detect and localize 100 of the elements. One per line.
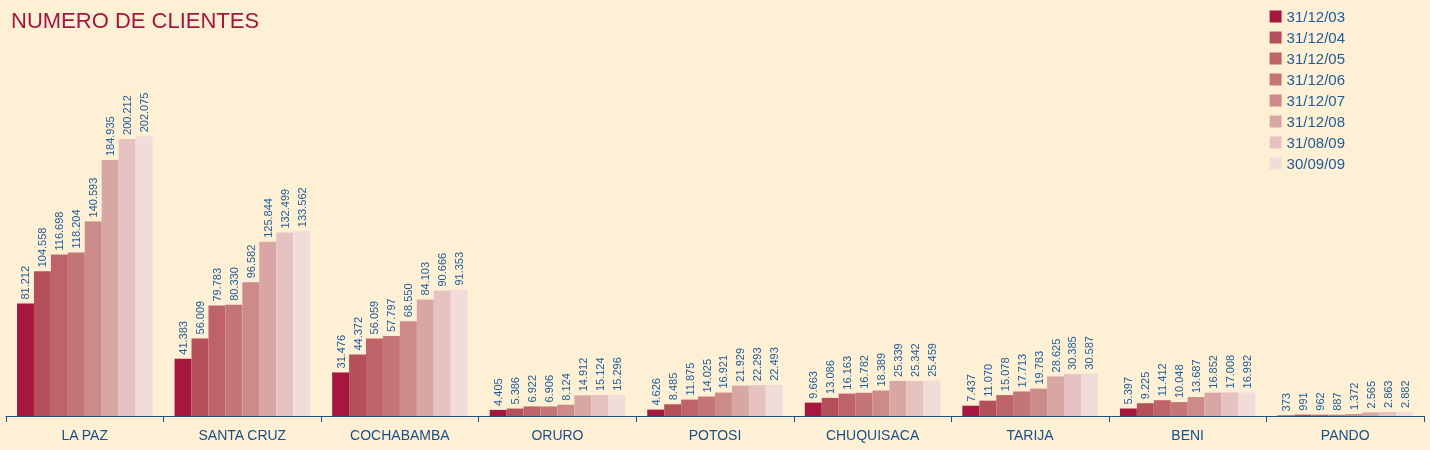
data-label: 13.687 — [1190, 359, 1203, 394]
data-label: 18.389 — [875, 352, 888, 387]
data-label: 28.625 — [1049, 338, 1062, 373]
bar — [574, 395, 592, 416]
bar — [821, 397, 839, 416]
data-label: 31.476 — [334, 334, 347, 369]
legend-label: 31/12/05 — [1286, 50, 1345, 67]
data-label: 17.713 — [1015, 353, 1028, 388]
data-label: 41.383 — [177, 321, 190, 355]
data-label: 16.992 — [1240, 354, 1253, 389]
data-label: 11.875 — [683, 362, 696, 396]
data-label: 90.666 — [436, 252, 449, 287]
data-label: 17.008 — [1224, 354, 1237, 389]
x-tick-label: CHUQUISACA — [825, 427, 920, 443]
data-label: 13.086 — [824, 360, 837, 394]
data-label: 9.663 — [807, 371, 820, 399]
bar — [191, 338, 209, 416]
bar — [208, 305, 226, 416]
bar — [399, 321, 417, 416]
bar — [923, 380, 941, 416]
bar — [889, 380, 907, 416]
data-label: 5.386 — [509, 377, 522, 405]
bar — [225, 304, 243, 416]
data-label: 118.204 — [70, 209, 83, 249]
bar — [872, 390, 890, 416]
bar — [450, 289, 468, 416]
bar — [557, 404, 575, 416]
bar — [242, 282, 260, 416]
bar — [366, 338, 383, 416]
bar — [1030, 388, 1048, 416]
data-label: 1.372 — [1347, 382, 1360, 411]
bar — [962, 405, 980, 416]
bar — [382, 336, 400, 416]
bar — [1136, 403, 1154, 416]
bar — [293, 231, 311, 416]
data-label: 9.225 — [1139, 371, 1152, 400]
bar — [1187, 397, 1205, 416]
bar — [17, 303, 34, 416]
x-tick-label: POTOSI — [688, 427, 742, 443]
bar — [84, 221, 102, 416]
chart-title: NUMERO DE CLIENTES — [11, 7, 260, 33]
bar — [135, 136, 153, 416]
bar — [1119, 408, 1137, 416]
data-label: 16.852 — [1207, 355, 1220, 389]
bar — [1153, 400, 1171, 416]
data-label: 44.372 — [351, 316, 364, 351]
data-label: 11.412 — [1156, 363, 1169, 397]
bar — [174, 358, 192, 416]
data-label: 10.048 — [1173, 364, 1186, 399]
data-label: 116.698 — [53, 211, 66, 251]
bar — [67, 252, 85, 416]
data-label: 16.782 — [858, 355, 871, 389]
bar — [50, 254, 68, 416]
data-label: 125.844 — [261, 198, 274, 238]
data-label: 56.059 — [368, 300, 381, 335]
data-label: 133.562 — [295, 187, 308, 228]
bar — [715, 392, 732, 416]
data-label: 16.921 — [717, 354, 730, 389]
bar — [731, 385, 749, 416]
data-label: 2.882 — [1398, 380, 1411, 409]
bar — [591, 395, 609, 416]
data-label: 80.330 — [227, 267, 240, 301]
data-label: 22.493 — [768, 347, 781, 381]
bar — [489, 409, 507, 416]
bar — [1379, 412, 1397, 416]
bar — [1396, 412, 1413, 416]
bar — [681, 399, 699, 416]
data-label: 96.582 — [244, 244, 257, 279]
data-label: 5.397 — [1122, 377, 1135, 405]
data-label: 68.550 — [402, 283, 415, 318]
bar — [979, 400, 997, 416]
x-tick-label: PANDO — [1320, 427, 1370, 443]
data-label: 15.296 — [610, 357, 623, 391]
bar — [1170, 402, 1188, 416]
bar — [1080, 373, 1098, 416]
bar — [540, 406, 558, 416]
data-label: 22.293 — [751, 347, 764, 382]
bar — [33, 271, 51, 416]
bar — [101, 160, 119, 416]
bar — [433, 290, 451, 416]
data-label: 6.922 — [526, 374, 539, 403]
x-tick-label: TARIJA — [1006, 427, 1055, 443]
data-label: 14.912 — [576, 357, 589, 392]
legend-label: 31/12/08 — [1286, 113, 1345, 130]
bar — [838, 393, 856, 416]
bar — [1047, 376, 1064, 416]
data-label: 79.783 — [210, 267, 223, 302]
data-label: 962 — [1313, 392, 1326, 411]
data-label: 14.025 — [700, 358, 713, 393]
data-label: 25.342 — [908, 343, 921, 377]
bar — [416, 299, 434, 416]
data-label: 2.863 — [1381, 380, 1394, 409]
bar — [1063, 373, 1081, 416]
bar — [1204, 392, 1222, 416]
data-label: 8.485 — [666, 372, 679, 401]
data-label: 132.499 — [278, 188, 291, 229]
bar — [506, 408, 524, 416]
data-label: 11.070 — [981, 363, 994, 397]
bar — [332, 372, 350, 416]
data-label: 4.626 — [649, 378, 662, 406]
